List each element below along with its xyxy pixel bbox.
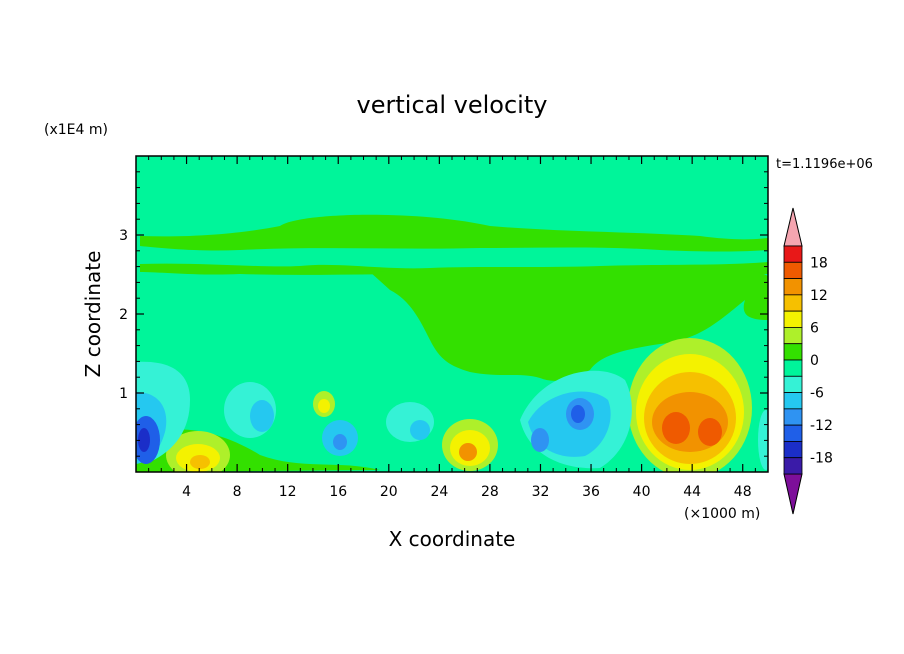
colorbar-bin bbox=[783, 310, 803, 328]
updraft-core-right bbox=[698, 418, 722, 446]
colorbar-bin bbox=[783, 278, 803, 296]
contour-field bbox=[136, 156, 768, 472]
time-label: t=1.1196e+06 bbox=[776, 157, 873, 172]
y-tick-label: 1 bbox=[119, 386, 128, 402]
updraft-cell-14-l2 bbox=[318, 399, 330, 413]
colorbar-bin bbox=[783, 375, 803, 393]
chart-title: vertical velocity bbox=[357, 91, 548, 119]
colorbar-bin bbox=[783, 327, 803, 345]
updraft-core-left bbox=[662, 412, 690, 444]
colorbar-bin bbox=[783, 392, 803, 410]
downdraft-22-l2 bbox=[410, 420, 430, 440]
colorbar-bin bbox=[783, 408, 803, 426]
downdraft-32-core bbox=[531, 428, 549, 452]
updraft-cell-26-l3 bbox=[459, 443, 477, 461]
colorbar: 18 12 6 0 -6 -12 -18 bbox=[783, 207, 833, 515]
colorbar-bin bbox=[783, 245, 803, 263]
colorbar-bin bbox=[783, 424, 803, 442]
x-tick-label: 32 bbox=[532, 484, 550, 500]
colorbar-bin bbox=[783, 261, 803, 279]
colorbar-bin bbox=[783, 343, 803, 361]
colorbar-tick-label: 0 bbox=[810, 353, 819, 369]
x-tick-label: 12 bbox=[279, 484, 297, 500]
colorbar-min-triangle bbox=[783, 473, 803, 515]
colorbar-tick-label: 6 bbox=[810, 320, 819, 336]
x-tick-label: 20 bbox=[380, 484, 398, 500]
y-tick-label: 2 bbox=[119, 307, 128, 323]
colorbar-tick-label: -18 bbox=[810, 451, 833, 467]
downdraft-16-core bbox=[333, 434, 347, 450]
x-axis-unit: (×1000 m) bbox=[684, 506, 760, 522]
updraft-cell-5-l3 bbox=[190, 455, 210, 469]
colorbar-tick-label: 18 bbox=[810, 255, 828, 271]
x-axis-label: X coordinate bbox=[389, 527, 516, 551]
x-tick-label: 8 bbox=[233, 484, 242, 500]
colorbar-bin bbox=[783, 441, 803, 459]
x-tick-label: 48 bbox=[734, 484, 752, 500]
x-tick-label: 44 bbox=[683, 484, 701, 500]
y-axis-label: Z coordinate bbox=[81, 251, 105, 378]
x-tick-label: 36 bbox=[582, 484, 600, 500]
colorbar-bin bbox=[783, 294, 803, 312]
colorbar-tick-label: 12 bbox=[810, 288, 828, 304]
contour-weak-updraft-main bbox=[370, 268, 768, 381]
contour-weak-updraft-upper bbox=[140, 214, 768, 252]
x-tick-label: 4 bbox=[182, 484, 191, 500]
x-tick-label: 40 bbox=[633, 484, 651, 500]
x-tick-label: 24 bbox=[430, 484, 448, 500]
colorbar-tick-label: -6 bbox=[810, 386, 824, 402]
colorbar-bin bbox=[783, 457, 803, 475]
x-tick-label: 16 bbox=[329, 484, 347, 500]
y-axis-ticks: 1 2 3 bbox=[119, 171, 768, 457]
downdraft-35-deep bbox=[571, 405, 585, 423]
downdraft-left-deep bbox=[138, 428, 150, 452]
y-tick-label: 3 bbox=[119, 228, 128, 244]
y-axis-unit: (x1E4 m) bbox=[44, 122, 108, 138]
x-tick-label: 28 bbox=[481, 484, 499, 500]
colorbar-tick-label: -12 bbox=[810, 418, 833, 434]
colorbar-bin bbox=[783, 359, 803, 377]
x-axis-ticks: 4 8 12 16 20 24 28 32 36 40 44 48 bbox=[148, 156, 756, 500]
downdraft-8-l2 bbox=[250, 400, 274, 432]
colorbar-max-triangle bbox=[783, 207, 803, 247]
